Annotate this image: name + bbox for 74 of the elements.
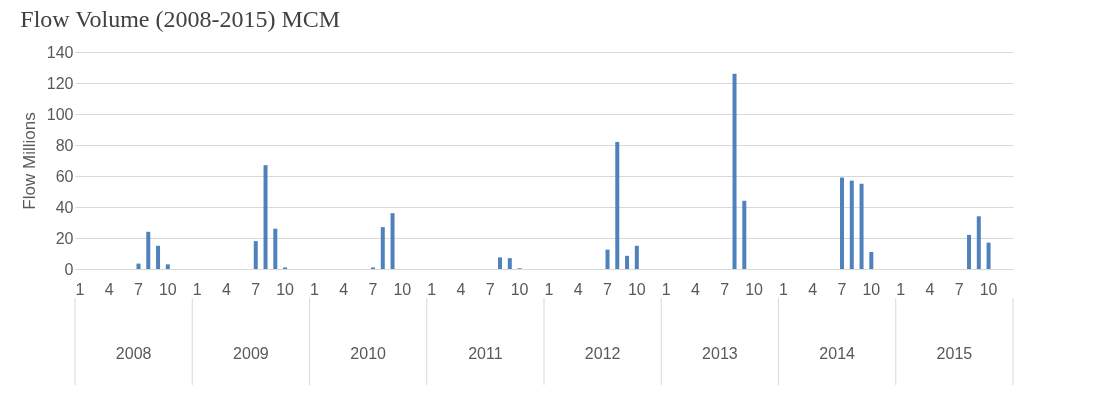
x-tick-label: 4 bbox=[339, 280, 349, 298]
bar bbox=[742, 200, 747, 269]
x-tick-label: 1 bbox=[778, 280, 788, 298]
chart-title: Flow Volume (2008-2015) MCM bbox=[20, 6, 341, 32]
text: 2014 bbox=[819, 345, 856, 362]
x-tick-label: 1 bbox=[896, 280, 906, 298]
bar bbox=[253, 241, 258, 269]
y-tick-label: 120 bbox=[46, 74, 74, 92]
text: 2015 bbox=[936, 345, 973, 362]
bar bbox=[136, 263, 141, 269]
x-tick-label: 7 bbox=[603, 280, 613, 298]
bar bbox=[615, 141, 620, 269]
y-tick-label: 40 bbox=[55, 198, 74, 216]
x-tick-label: 1 bbox=[544, 280, 554, 298]
text: 2011 bbox=[468, 345, 503, 362]
bar bbox=[273, 228, 278, 269]
bar bbox=[634, 245, 639, 269]
bar bbox=[507, 258, 512, 269]
bar bbox=[165, 264, 170, 269]
bar bbox=[967, 234, 972, 269]
text: 2013 bbox=[702, 345, 738, 362]
x-tick-label: 10 bbox=[393, 280, 412, 298]
x-tick-label: 4 bbox=[808, 280, 818, 298]
y-tick-label: 100 bbox=[46, 105, 74, 123]
x-tick-label: 4 bbox=[573, 280, 583, 298]
bar bbox=[869, 251, 874, 269]
x-tick-label: 4 bbox=[104, 280, 114, 298]
bar bbox=[976, 216, 981, 269]
x-tick-label: 4 bbox=[690, 280, 700, 298]
x-tick-label: 7 bbox=[368, 280, 378, 298]
y-tick-label: 80 bbox=[55, 136, 74, 154]
bar bbox=[146, 231, 151, 269]
x-tick-label: 10 bbox=[276, 280, 295, 298]
bar bbox=[498, 257, 503, 269]
y-tick-label: 20 bbox=[55, 229, 74, 247]
x-tick-label: 10 bbox=[158, 280, 177, 298]
x-tick-label: 10 bbox=[510, 280, 529, 298]
text: 2010 bbox=[350, 345, 387, 362]
y-tick-label: 0 bbox=[64, 260, 74, 278]
y-axis-title: Flow Millions bbox=[19, 112, 39, 210]
text: 2008 bbox=[115, 345, 152, 362]
bar bbox=[380, 227, 385, 269]
x-tick-label: 7 bbox=[134, 280, 144, 298]
bar bbox=[263, 165, 268, 269]
bar bbox=[859, 183, 864, 269]
x-tick-label: 1 bbox=[427, 280, 437, 298]
bar bbox=[625, 255, 630, 269]
y-tick-label: 140 bbox=[46, 43, 74, 61]
bar bbox=[849, 180, 854, 269]
y-tick-label: 60 bbox=[55, 167, 74, 185]
x-tick-label: 7 bbox=[485, 280, 495, 298]
x-tick-label: 1 bbox=[661, 280, 671, 298]
x-tick-label: 7 bbox=[837, 280, 847, 298]
x-tick-label: 1 bbox=[75, 280, 85, 298]
x-tick-label: 10 bbox=[979, 280, 998, 298]
bar bbox=[840, 177, 845, 269]
x-tick-label: 4 bbox=[456, 280, 466, 298]
x-tick-label: 7 bbox=[720, 280, 730, 298]
bar bbox=[156, 245, 161, 269]
text: 2012 bbox=[584, 345, 621, 362]
x-tick-label: 1 bbox=[192, 280, 202, 298]
x-tick-label: 10 bbox=[862, 280, 881, 298]
x-tick-label: 1 bbox=[309, 280, 319, 298]
bar bbox=[986, 242, 991, 269]
bar bbox=[390, 213, 395, 269]
x-tick-label: 7 bbox=[251, 280, 261, 298]
x-tick-label: 7 bbox=[954, 280, 964, 298]
x-tick-label: 10 bbox=[745, 280, 764, 298]
x-tick-label: 4 bbox=[925, 280, 935, 298]
text: 2009 bbox=[233, 345, 269, 362]
bar bbox=[605, 249, 610, 269]
x-tick-label: 10 bbox=[627, 280, 646, 298]
x-tick-label: 4 bbox=[221, 280, 231, 298]
bar bbox=[732, 73, 737, 269]
